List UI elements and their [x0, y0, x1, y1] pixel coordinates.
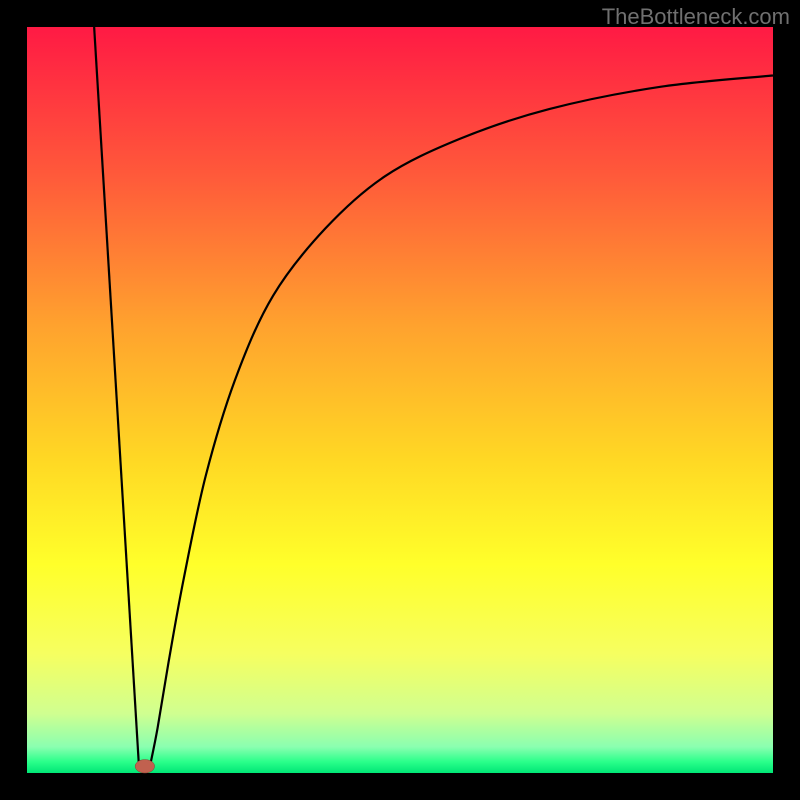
watermark-text: TheBottleneck.com — [602, 4, 790, 30]
bottleneck-chart — [0, 0, 800, 800]
chart-container: TheBottleneck.com — [0, 0, 800, 800]
plot-background — [27, 27, 773, 773]
minimum-marker — [135, 760, 154, 773]
